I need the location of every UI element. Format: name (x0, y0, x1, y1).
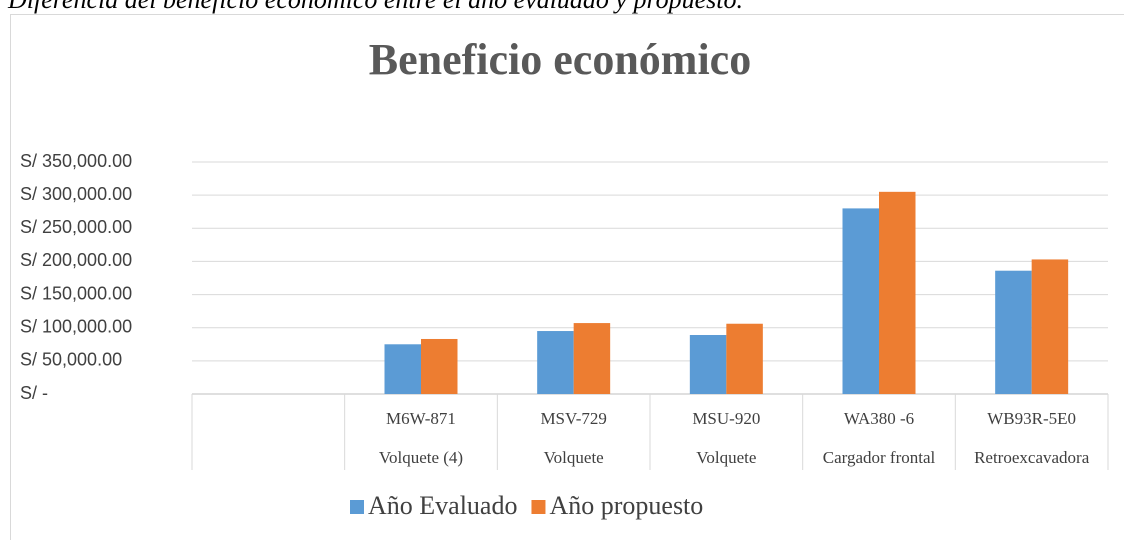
x-group-label: Retroexcavadora (974, 448, 1090, 467)
x-tick-label: MSU-920 (692, 409, 760, 428)
y-tick-label: S/ 100,000.00 (20, 316, 132, 336)
chart-title: Beneficio económico (369, 35, 751, 84)
x-tick-label: M6W-871 (386, 409, 456, 428)
chart-border (10, 14, 1124, 540)
legend-swatch (531, 500, 546, 514)
y-tick-label: S/ 150,000.00 (20, 283, 132, 303)
y-tick-label: S/ 50,000.00 (20, 350, 122, 370)
caption: Diferencia del beneficio económico entre… (7, 0, 743, 14)
bar (421, 338, 458, 394)
bar (689, 335, 727, 394)
y-tick-label: S/ 250,000.00 (20, 217, 132, 237)
x-group-label: Volquete (696, 448, 756, 467)
legend-label: Año Evaluado (368, 491, 517, 520)
x-tick-label: MSV-729 (540, 409, 606, 428)
legend-swatch (350, 500, 364, 514)
bar (573, 323, 611, 394)
bar (995, 270, 1032, 394)
y-tick-label: S/ 200,000.00 (20, 250, 132, 270)
bar (384, 344, 421, 394)
bar (879, 191, 916, 394)
bar (726, 323, 763, 394)
y-tick-label: S/ 350,000.00 (20, 151, 132, 171)
x-group-label: Cargador frontal (823, 448, 936, 467)
y-tick-label: S/ - (20, 383, 48, 403)
x-group-label: Volquete (4) (379, 448, 463, 467)
bar (842, 208, 879, 394)
bar (537, 331, 574, 394)
x-group-label: Volquete (544, 448, 604, 467)
x-tick-label: WB93R-5E0 (987, 409, 1076, 428)
y-tick-label: S/ 300,000.00 (20, 184, 132, 204)
x-tick-label: WA380 -6 (844, 409, 914, 428)
bar (1031, 259, 1069, 394)
legend-label: Año propuesto (549, 491, 703, 520)
